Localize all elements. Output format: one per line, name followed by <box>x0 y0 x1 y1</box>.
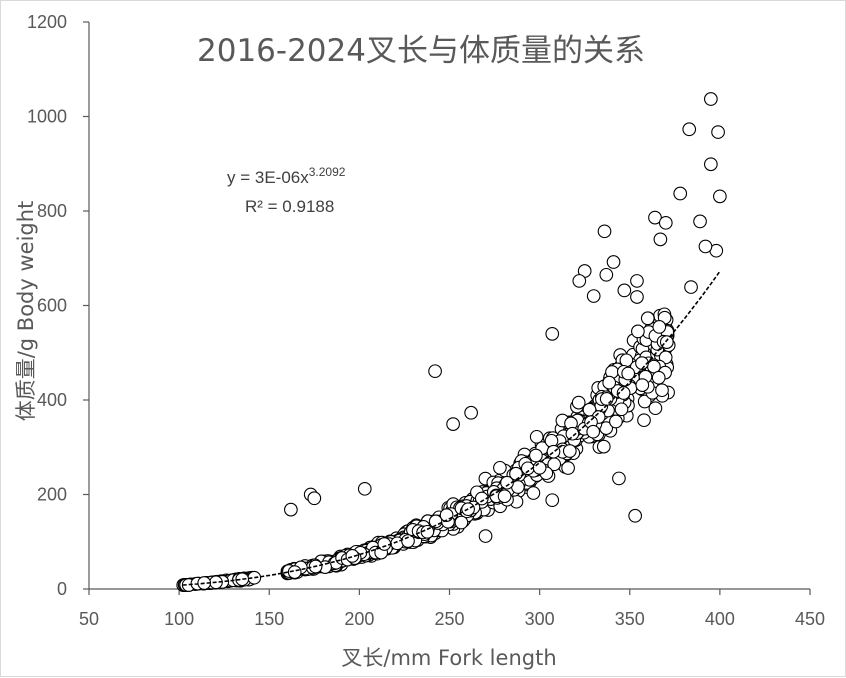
data-point <box>652 371 665 384</box>
data-point <box>694 215 707 228</box>
data-point <box>455 516 468 529</box>
data-point <box>600 268 613 281</box>
chart-title: 2016-2024叉长与体质量的关系 <box>197 33 645 69</box>
x-tick-label: 350 <box>615 609 645 629</box>
data-point <box>654 233 667 246</box>
data-point <box>685 281 698 294</box>
data-point <box>649 402 662 415</box>
data-point <box>603 376 616 389</box>
x-tick-label: 250 <box>434 609 464 629</box>
data-point <box>547 445 560 458</box>
data-point <box>358 483 371 496</box>
data-point <box>683 123 696 136</box>
data-point <box>533 462 546 475</box>
data-point <box>629 509 642 522</box>
r-squared-label: R² = 0.9188 <box>245 197 334 216</box>
data-point <box>714 190 727 203</box>
data-point <box>660 217 673 230</box>
data-point <box>598 440 611 453</box>
data-point <box>564 445 577 458</box>
data-point <box>699 240 712 253</box>
data-point <box>566 427 579 440</box>
y-tick-label: 200 <box>37 485 67 505</box>
data-point <box>641 312 654 325</box>
data-point <box>674 187 687 200</box>
data-point <box>546 328 559 341</box>
data-point <box>712 126 725 139</box>
x-tick-labels: 50 100 150 200 250 300 350 400 450 <box>79 589 825 629</box>
data-point <box>465 406 478 419</box>
data-point <box>653 321 666 334</box>
data-point <box>572 396 585 409</box>
y-tick-label: 1200 <box>27 12 67 32</box>
data-point <box>429 365 442 378</box>
data-point <box>510 467 523 480</box>
x-tick-label: 400 <box>705 609 735 629</box>
data-point <box>587 425 600 438</box>
data-point <box>494 462 507 475</box>
data-point <box>631 275 644 288</box>
data-point <box>638 414 651 427</box>
data-point <box>308 492 321 505</box>
x-axis-title: 叉长/mm Fork length <box>341 646 556 670</box>
data-point <box>447 418 460 431</box>
data-point <box>530 449 543 462</box>
x-tick-label: 100 <box>164 609 194 629</box>
data-point <box>498 490 511 503</box>
data-point <box>527 487 540 500</box>
data-point <box>613 472 626 485</box>
data-point <box>615 403 628 416</box>
data-points <box>177 308 675 591</box>
data-point <box>632 325 645 338</box>
data-point <box>285 503 298 516</box>
y-tick-label: 400 <box>37 390 67 410</box>
data-point <box>656 384 669 397</box>
data-point <box>530 431 543 444</box>
data-point <box>705 93 718 106</box>
x-tick-label: 450 <box>795 609 825 629</box>
data-point <box>618 284 631 297</box>
data-point <box>631 291 644 304</box>
y-tick-label: 1000 <box>27 107 67 127</box>
data-point <box>573 275 586 288</box>
data-point <box>587 290 600 303</box>
data-point <box>636 379 649 392</box>
data-point <box>705 158 718 171</box>
y-axis-title: 体质量/g Body weight <box>14 201 38 422</box>
data-point <box>598 225 611 238</box>
data-point <box>610 415 623 428</box>
data-point <box>622 367 635 380</box>
y-tick-label: 800 <box>37 201 67 221</box>
trendline-equation: y = 3E-06x3.2092 <box>227 165 346 187</box>
y-tick-label: 0 <box>57 579 67 599</box>
data-point <box>607 256 620 269</box>
x-tick-label: 300 <box>525 609 555 629</box>
x-tick-label: 50 <box>79 609 99 629</box>
data-point <box>479 530 492 543</box>
y-tick-label: 600 <box>37 296 67 316</box>
data-point <box>562 462 575 475</box>
x-tick-label: 150 <box>254 609 284 629</box>
x-tick-label: 200 <box>344 609 374 629</box>
data-point <box>600 393 613 406</box>
data-point <box>546 494 559 507</box>
